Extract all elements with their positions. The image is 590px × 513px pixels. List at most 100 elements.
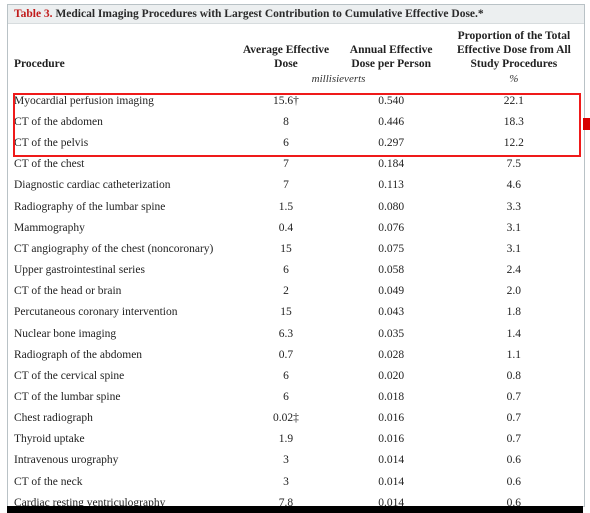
cell-procedure: Radiograph of the abdomen bbox=[8, 344, 233, 365]
cell-avg: 0.7 bbox=[233, 344, 338, 365]
cell-avg: 8 bbox=[233, 112, 338, 133]
col-procedure: Procedure bbox=[8, 24, 233, 73]
cell-prop: 22.1 bbox=[444, 90, 584, 111]
cell-annual: 0.028 bbox=[339, 344, 444, 365]
cell-procedure: Thyroid uptake bbox=[8, 429, 233, 450]
cell-annual: 0.075 bbox=[339, 238, 444, 259]
col-proportion: Proportion of the Total Effective Dose f… bbox=[444, 24, 584, 73]
table-number: Table 3. bbox=[14, 8, 53, 20]
cell-procedure: Radiography of the lumbar spine bbox=[8, 196, 233, 217]
cell-prop: 0.7 bbox=[444, 408, 584, 429]
table-title: Medical Imaging Procedures with Largest … bbox=[55, 8, 483, 20]
cell-avg: 6 bbox=[233, 387, 338, 408]
table-head: Procedure Average Effective Dose Annual … bbox=[8, 24, 584, 90]
cell-avg: 15.6† bbox=[233, 90, 338, 111]
unit-msv: millisieverts bbox=[233, 73, 443, 90]
cell-procedure: CT of the head or brain bbox=[8, 281, 233, 302]
table-row: Nuclear bone imaging6.30.0351.4 bbox=[8, 323, 584, 344]
cell-avg: 2 bbox=[233, 281, 338, 302]
cell-procedure: Nuclear bone imaging bbox=[8, 323, 233, 344]
cell-avg: 6 bbox=[233, 260, 338, 281]
cell-avg: 7 bbox=[233, 154, 338, 175]
cell-avg: 1.9 bbox=[233, 429, 338, 450]
cell-avg: 1.5 bbox=[233, 196, 338, 217]
cell-annual: 0.014 bbox=[339, 471, 444, 492]
cell-annual: 0.014 bbox=[339, 492, 444, 507]
table-panel: Table 3. Medical Imaging Procedures with… bbox=[7, 4, 585, 507]
table-row: Myocardial perfusion imaging15.6†0.54022… bbox=[8, 90, 584, 111]
cell-annual: 0.184 bbox=[339, 154, 444, 175]
data-table: Procedure Average Effective Dose Annual … bbox=[8, 24, 584, 507]
cell-procedure: Intravenous urography bbox=[8, 450, 233, 471]
table-body: Myocardial perfusion imaging15.6†0.54022… bbox=[8, 90, 584, 507]
cell-avg: 0.4 bbox=[233, 217, 338, 238]
cell-procedure: CT of the chest bbox=[8, 154, 233, 175]
table-row: Diagnostic cardiac catheterization70.113… bbox=[8, 175, 584, 196]
bottom-strip bbox=[7, 506, 583, 513]
cell-procedure: Cardiac resting ventriculography bbox=[8, 492, 233, 507]
cell-avg: 6.3 bbox=[233, 323, 338, 344]
table-row: Mammography0.40.0763.1 bbox=[8, 217, 584, 238]
cell-procedure: CT of the neck bbox=[8, 471, 233, 492]
cell-prop: 2.4 bbox=[444, 260, 584, 281]
table-row: CT of the lumbar spine60.0180.7 bbox=[8, 387, 584, 408]
cell-avg: 15 bbox=[233, 302, 338, 323]
cell-avg: 3 bbox=[233, 471, 338, 492]
cell-procedure: CT of the abdomen bbox=[8, 112, 233, 133]
table-row: Chest radiograph0.02‡0.0160.7 bbox=[8, 408, 584, 429]
cell-procedure: Myocardial perfusion imaging bbox=[8, 90, 233, 111]
table-row: CT of the cervical spine60.0200.8 bbox=[8, 365, 584, 386]
table-row: CT of the abdomen80.44618.3 bbox=[8, 112, 584, 133]
cell-procedure: Diagnostic cardiac catheterization bbox=[8, 175, 233, 196]
table-row: Intravenous urography30.0140.6 bbox=[8, 450, 584, 471]
cell-annual: 0.113 bbox=[339, 175, 444, 196]
table-row: Radiography of the lumbar spine1.50.0803… bbox=[8, 196, 584, 217]
cell-prop: 3.1 bbox=[444, 238, 584, 259]
table-row: CT of the chest70.1847.5 bbox=[8, 154, 584, 175]
cell-prop: 0.8 bbox=[444, 365, 584, 386]
cell-annual: 0.016 bbox=[339, 408, 444, 429]
cell-annual: 0.018 bbox=[339, 387, 444, 408]
cell-annual: 0.020 bbox=[339, 365, 444, 386]
col-annual: Annual Effective Dose per Person bbox=[339, 24, 444, 73]
cell-prop: 18.3 bbox=[444, 112, 584, 133]
cell-procedure: Upper gastrointestinal series bbox=[8, 260, 233, 281]
page: Table 3. Medical Imaging Procedures with… bbox=[0, 0, 590, 513]
cell-prop: 1.1 bbox=[444, 344, 584, 365]
cell-annual: 0.058 bbox=[339, 260, 444, 281]
col-avg: Average Effective Dose bbox=[233, 24, 338, 73]
table-row: CT of the pelvis60.29712.2 bbox=[8, 133, 584, 154]
cell-avg: 6 bbox=[233, 365, 338, 386]
cell-annual: 0.049 bbox=[339, 281, 444, 302]
cell-procedure: Chest radiograph bbox=[8, 408, 233, 429]
cell-prop: 3.1 bbox=[444, 217, 584, 238]
cell-procedure: Percutaneous coronary intervention bbox=[8, 302, 233, 323]
cell-annual: 0.080 bbox=[339, 196, 444, 217]
table-row: Radiograph of the abdomen0.70.0281.1 bbox=[8, 344, 584, 365]
cell-avg: 0.02‡ bbox=[233, 408, 338, 429]
cell-avg: 15 bbox=[233, 238, 338, 259]
cell-prop: 1.4 bbox=[444, 323, 584, 344]
table-row: Thyroid uptake1.90.0160.7 bbox=[8, 429, 584, 450]
cell-prop: 4.6 bbox=[444, 175, 584, 196]
cell-prop: 0.6 bbox=[444, 450, 584, 471]
cell-prop: 12.2 bbox=[444, 133, 584, 154]
cell-avg: 7.8 bbox=[233, 492, 338, 507]
cell-procedure: CT of the lumbar spine bbox=[8, 387, 233, 408]
table-row: CT of the neck30.0140.6 bbox=[8, 471, 584, 492]
cell-prop: 7.5 bbox=[444, 154, 584, 175]
cell-avg: 7 bbox=[233, 175, 338, 196]
cell-procedure: CT of the cervical spine bbox=[8, 365, 233, 386]
table-title-bar: Table 3. Medical Imaging Procedures with… bbox=[8, 5, 584, 24]
unit-row: millisieverts % bbox=[8, 73, 584, 90]
cell-prop: 2.0 bbox=[444, 281, 584, 302]
cell-prop: 0.6 bbox=[444, 492, 584, 507]
cell-procedure: Mammography bbox=[8, 217, 233, 238]
cell-annual: 0.016 bbox=[339, 429, 444, 450]
cell-annual: 0.076 bbox=[339, 217, 444, 238]
cell-annual: 0.446 bbox=[339, 112, 444, 133]
cell-avg: 6 bbox=[233, 133, 338, 154]
table-row: Percutaneous coronary intervention150.04… bbox=[8, 302, 584, 323]
cell-annual: 0.540 bbox=[339, 90, 444, 111]
cell-annual: 0.043 bbox=[339, 302, 444, 323]
